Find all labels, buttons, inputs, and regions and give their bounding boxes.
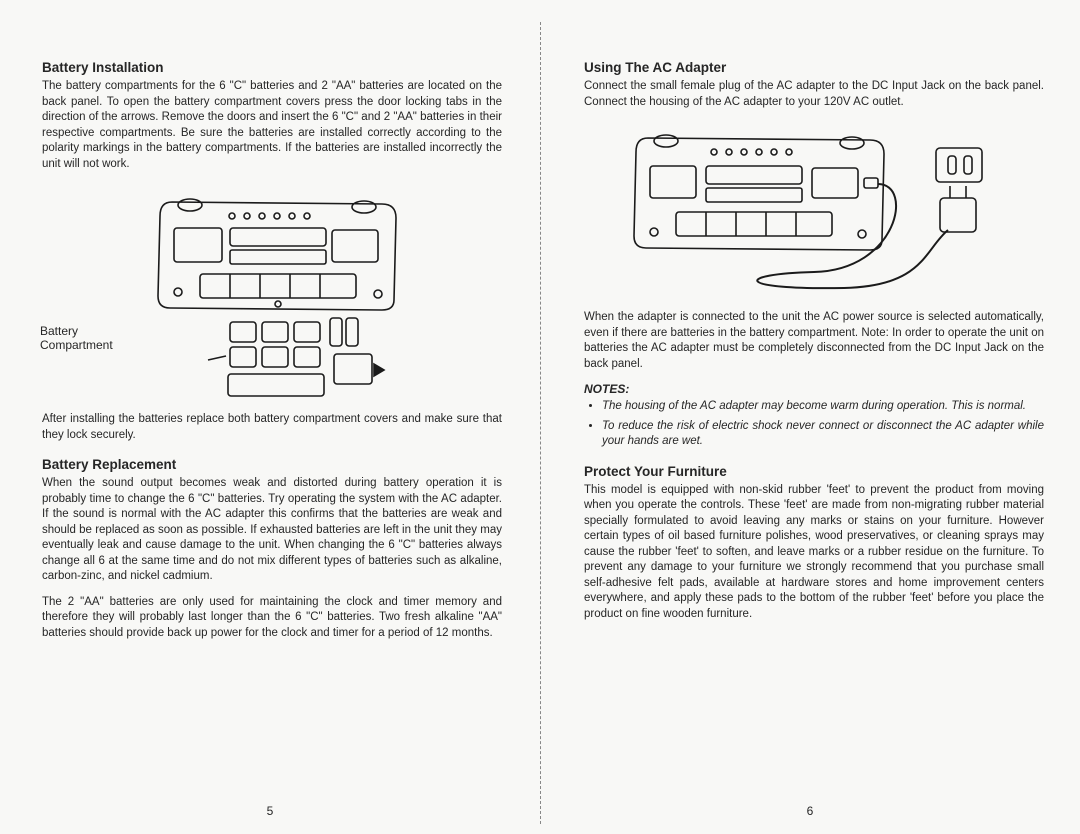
para-ac-2: When the adapter is connected to the uni… (584, 310, 1044, 372)
page-left: Battery Installation The battery compart… (0, 0, 540, 834)
figure-ac-adapter (584, 120, 1044, 300)
ac-adapter-diagram-icon (614, 120, 1014, 300)
notes-list: The housing of the AC adapter may become… (584, 399, 1044, 450)
heading-battery-replacement: Battery Replacement (42, 457, 502, 472)
para-battery-replace-1: When the sound output becomes weak and d… (42, 476, 502, 585)
battery-diagram-icon (112, 182, 432, 402)
heading-ac-adapter: Using The AC Adapter (584, 60, 1044, 75)
heading-protect-furniture: Protect Your Furniture (584, 464, 1044, 479)
page-number-right: 6 (540, 804, 1080, 818)
note-item-1: The housing of the AC adapter may become… (602, 399, 1044, 415)
para-battery-install-2: After installing the batteries replace b… (42, 412, 502, 443)
para-furniture: This model is equipped with non-skid rub… (584, 483, 1044, 623)
para-battery-replace-2: The 2 "AA" batteries are only used for m… (42, 595, 502, 642)
note-item-2: To reduce the risk of electric shock nev… (602, 419, 1044, 450)
page-right: Using The AC Adapter Connect the small f… (540, 0, 1080, 834)
para-battery-install-1: The battery compartments for the 6 "C" b… (42, 79, 502, 172)
figure-battery-compartment: Battery Compartment (42, 182, 502, 402)
page-spread: Battery Installation The battery compart… (0, 0, 1080, 834)
notes-heading: NOTES: (584, 382, 1044, 396)
figure-label-battery: Battery Compartment (40, 324, 113, 352)
page-number-left: 5 (0, 804, 540, 818)
heading-battery-installation: Battery Installation (42, 60, 502, 75)
para-ac-1: Connect the small female plug of the AC … (584, 79, 1044, 110)
